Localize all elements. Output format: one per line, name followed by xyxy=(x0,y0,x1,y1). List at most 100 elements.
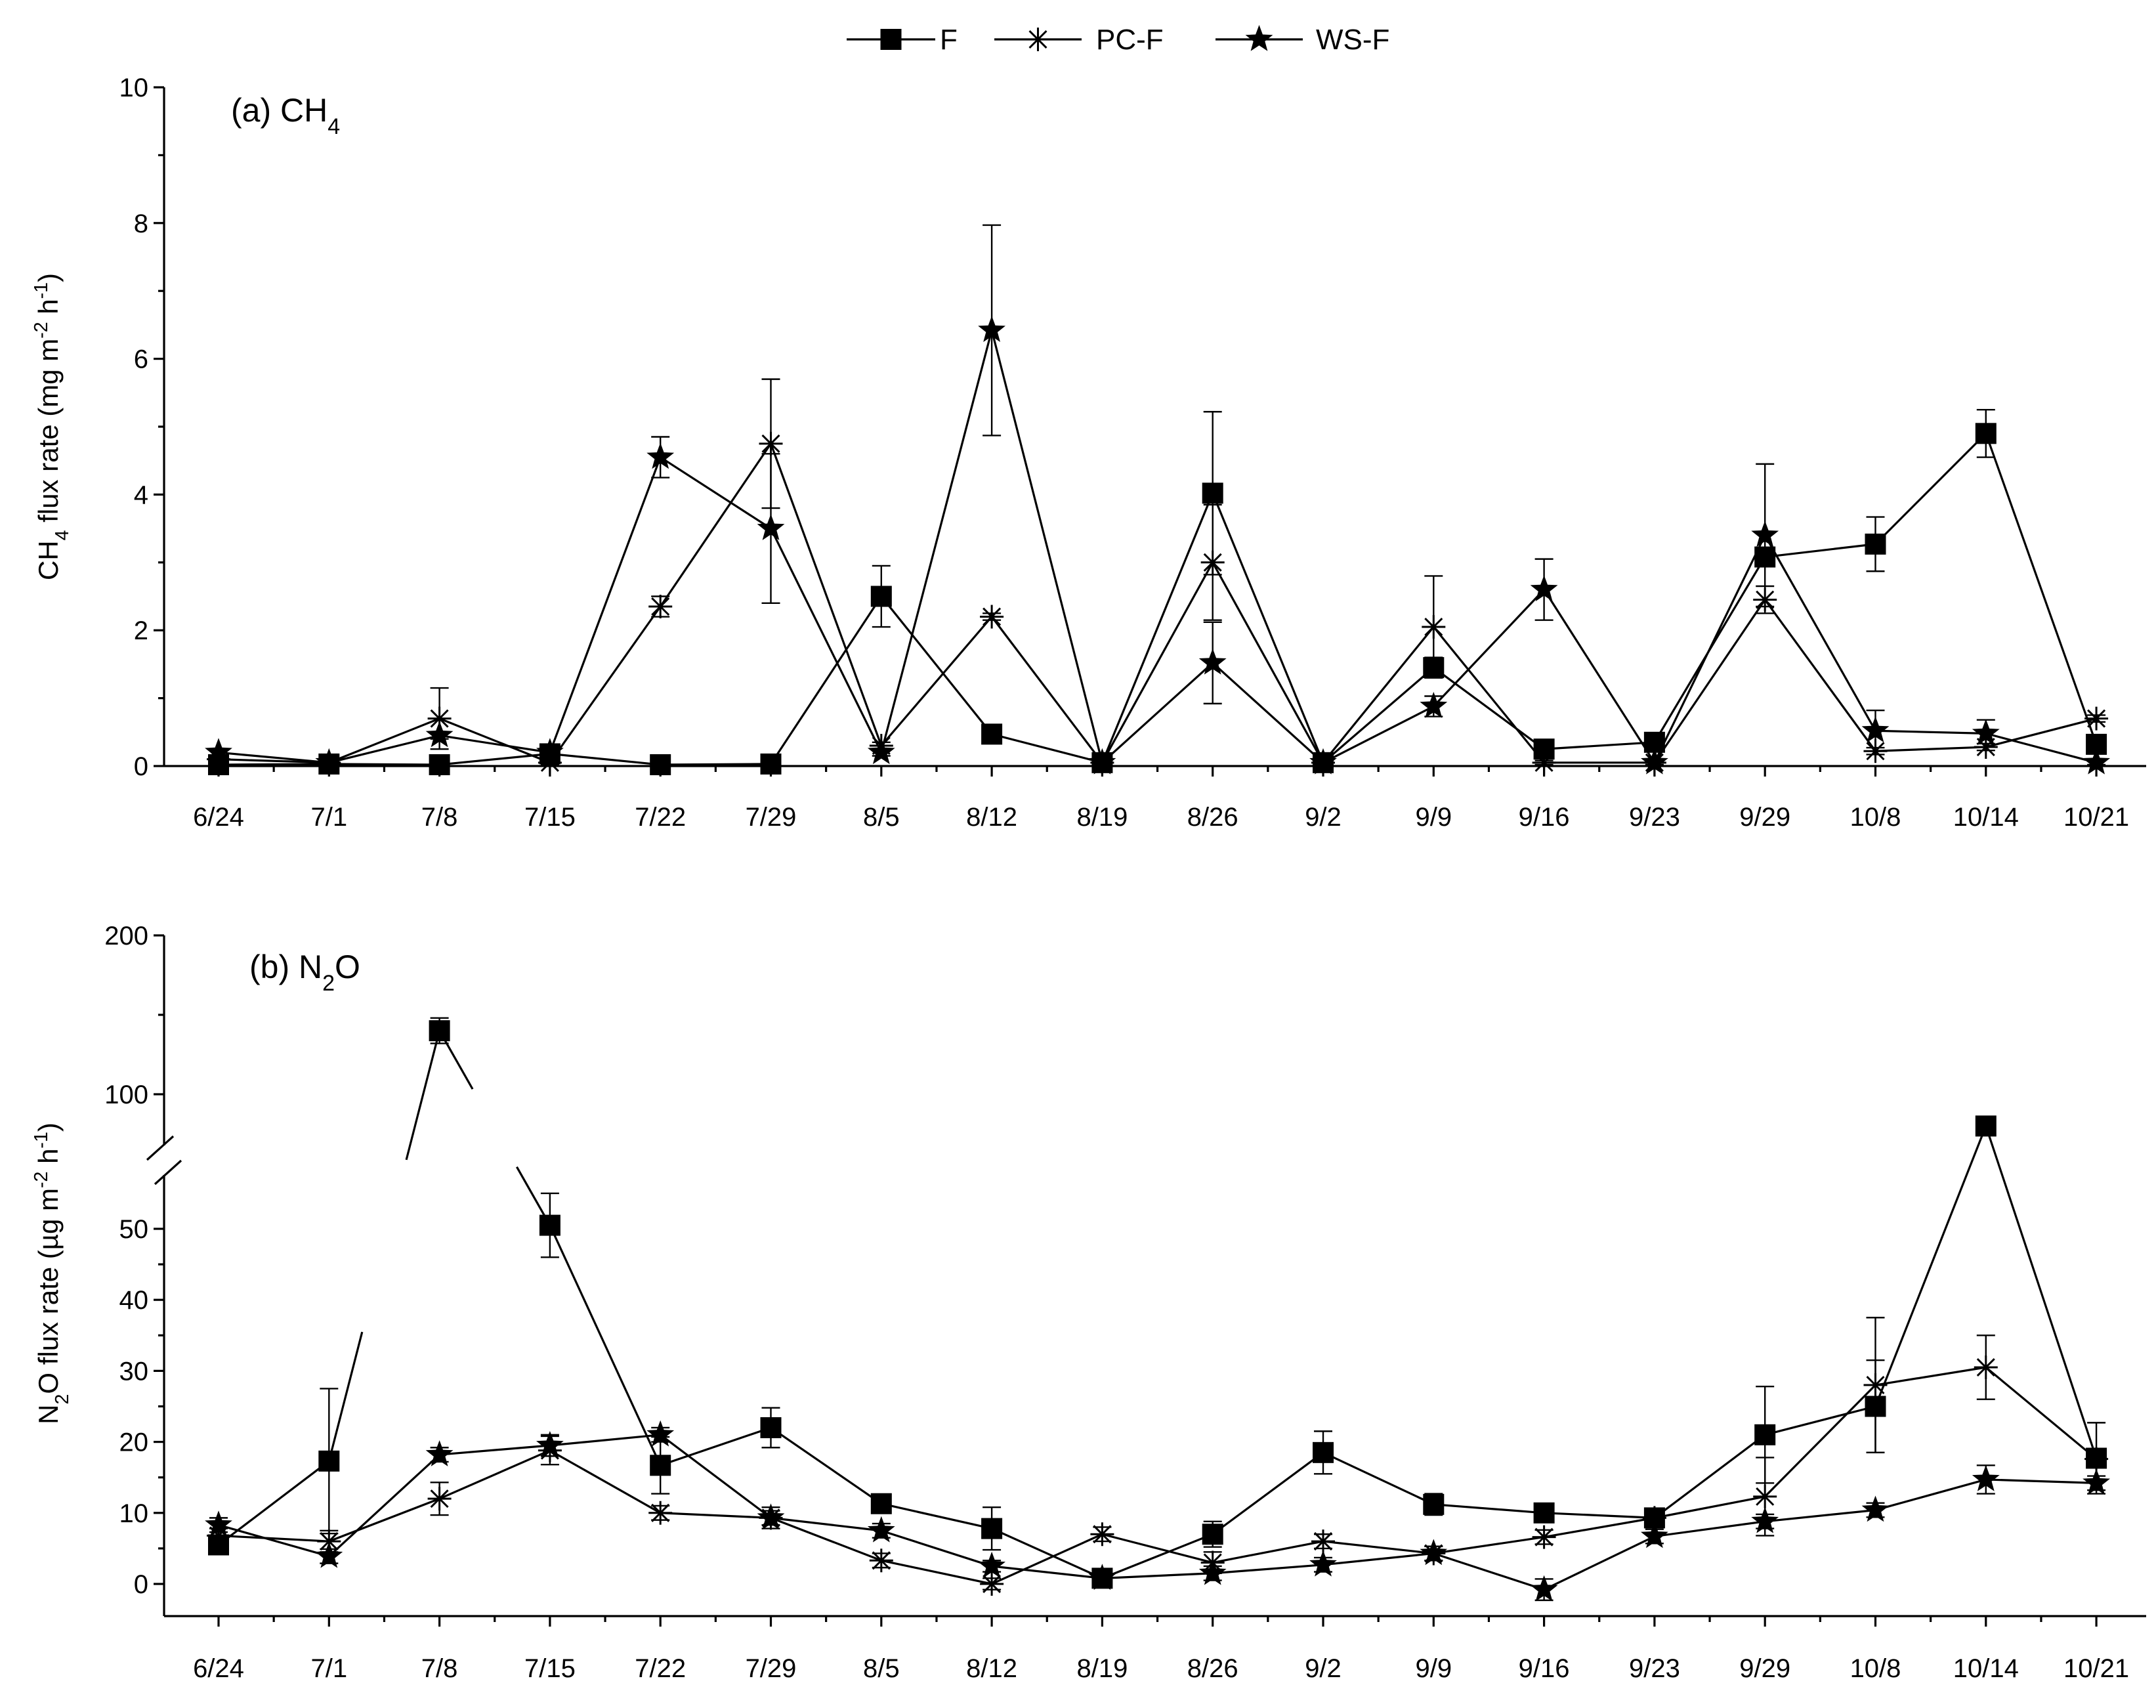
legend-label-pc-f: PC-F xyxy=(1096,24,1164,56)
series-line-f xyxy=(1544,741,1655,750)
series-line-f xyxy=(1653,1434,1766,1519)
series-line-f xyxy=(991,1527,1103,1579)
panel-label-part: (b) N xyxy=(249,949,322,985)
data-point-ws-f xyxy=(867,738,895,765)
series-line-ws-f xyxy=(660,1434,772,1519)
x-tick-label: 8/19 xyxy=(1076,1654,1128,1683)
series-line-pc-f xyxy=(1985,717,2097,748)
series-line-pc-f xyxy=(769,443,883,746)
series-line-ws-f xyxy=(1101,662,1214,764)
x-tick-label: 8/5 xyxy=(863,1654,900,1683)
data-point-pc-f xyxy=(869,1548,893,1573)
data-point-ws-f xyxy=(1530,1575,1558,1602)
series-line-ws-f xyxy=(771,1516,881,1532)
y-axis-label-part: 2 xyxy=(52,1394,73,1405)
data-point-f xyxy=(1975,423,1997,444)
data-point-ws-f xyxy=(536,1431,564,1457)
data-point-ws-f xyxy=(2082,1468,2110,1495)
series-line-ws-f xyxy=(990,330,1103,763)
y-tick-label: 20 xyxy=(119,1428,149,1457)
data-point-ws-f xyxy=(1861,716,1890,742)
data-point-pc-f xyxy=(427,1487,452,1511)
series-line-f xyxy=(1433,1503,1544,1514)
series-line-ws-f xyxy=(1433,589,1545,708)
series-line-ws-f xyxy=(439,734,551,754)
data-point-ws-f xyxy=(1861,1495,1890,1522)
data-point-pc-f xyxy=(1642,1506,1666,1530)
series-line-ws-f xyxy=(881,1529,992,1568)
axis-break-mark xyxy=(146,1135,175,1161)
data-point-ws-f xyxy=(205,738,232,765)
series-line-f xyxy=(1874,433,1987,545)
series-line-f xyxy=(218,763,329,766)
series-line-f xyxy=(1764,1405,1876,1436)
series-line-f xyxy=(549,1224,662,1466)
series-line-pc-f xyxy=(1101,562,1214,763)
data-point-ws-f xyxy=(1198,648,1227,675)
series-line-pc-f xyxy=(1433,1536,1544,1555)
data-point-pc-f xyxy=(980,1572,1004,1596)
series-line-ws-f xyxy=(439,1444,551,1456)
series-line-f xyxy=(1101,1533,1214,1579)
data-point-ws-f xyxy=(1198,1558,1227,1585)
data-point-ws-f xyxy=(646,442,675,469)
series-line-ws-f xyxy=(660,456,772,530)
series-line-pc-f xyxy=(1212,1540,1324,1564)
series-line-pc-f xyxy=(328,1497,440,1543)
x-tick-label: 7/15 xyxy=(524,803,576,832)
series-line-f xyxy=(770,1426,882,1505)
data-point-ws-f xyxy=(757,514,785,540)
series-line-pc-f xyxy=(1102,1533,1214,1564)
data-point-pc-f xyxy=(1532,750,1556,775)
series-line-pc-f xyxy=(1764,599,1876,752)
data-point-ws-f xyxy=(1972,719,2000,746)
data-point-ws-f xyxy=(1641,1522,1668,1548)
data-point-f xyxy=(1533,1502,1555,1524)
series-line-pc-f xyxy=(770,1516,882,1562)
series-line-f xyxy=(880,595,993,735)
series-line-pc-f xyxy=(881,1559,992,1585)
data-point-f xyxy=(981,1518,1003,1539)
data-point-f xyxy=(539,1214,560,1236)
y-axis-label-part: 4 xyxy=(52,530,73,540)
data-point-pc-f xyxy=(648,1501,673,1525)
series-line-f xyxy=(770,595,883,765)
x-tick-label: 9/2 xyxy=(1305,803,1342,832)
x-tick-label: 8/5 xyxy=(863,803,900,832)
x-tick-label: 9/2 xyxy=(1305,1654,1342,1683)
data-point-f xyxy=(1754,1424,1776,1445)
x-tick-label: 7/1 xyxy=(310,1654,347,1683)
data-point-pc-f xyxy=(427,706,452,731)
x-tick-label: 7/22 xyxy=(635,1654,686,1683)
series-line-ws-f xyxy=(1875,1478,1987,1512)
legend-marker-ws-f xyxy=(1245,25,1273,51)
data-point-pc-f xyxy=(207,747,230,771)
series-line-ws-f xyxy=(1102,1572,1213,1579)
y-tick-label: 0 xyxy=(134,752,148,781)
panel-b-n2o: 0 10 20 30 40 50 100 200 6/24 7/1 7/8 7/15 7/22 7/29 8… xyxy=(31,922,2146,1683)
legend: F PC-F WS-F xyxy=(847,24,1389,56)
data-point-f xyxy=(1865,533,1886,555)
data-point-ws-f xyxy=(205,1510,232,1537)
y-axis-label-part: -1 xyxy=(31,1132,52,1148)
y-axis-label: CH4 flux rate (mg m-2 h-1) xyxy=(31,273,73,580)
panel-label-part: (a) CH xyxy=(231,92,328,129)
series-line-pc-f xyxy=(1764,1384,1876,1498)
series-line-ws-f xyxy=(1653,534,1766,763)
data-point-pc-f xyxy=(1753,1484,1777,1508)
series-line-pc-f xyxy=(990,616,1103,763)
series-line-f xyxy=(1985,433,2098,745)
series-line-f xyxy=(1212,1451,1324,1535)
series-line-pc-f xyxy=(218,1534,329,1543)
panel-label-part: O xyxy=(335,949,360,985)
y-tick-label: 40 xyxy=(119,1286,149,1315)
data-point-pc-f xyxy=(1090,1522,1114,1547)
series-line-ws-f xyxy=(549,456,662,753)
data-point-ws-f xyxy=(757,1503,785,1530)
data-point-ws-f xyxy=(1530,575,1558,601)
x-tick-label: 7/15 xyxy=(524,1654,576,1683)
data-point-ws-f xyxy=(315,1541,343,1568)
series-line-pc-f xyxy=(1212,562,1324,763)
panel-label: (a) CH4 xyxy=(231,92,340,139)
data-point-f xyxy=(1202,482,1223,504)
